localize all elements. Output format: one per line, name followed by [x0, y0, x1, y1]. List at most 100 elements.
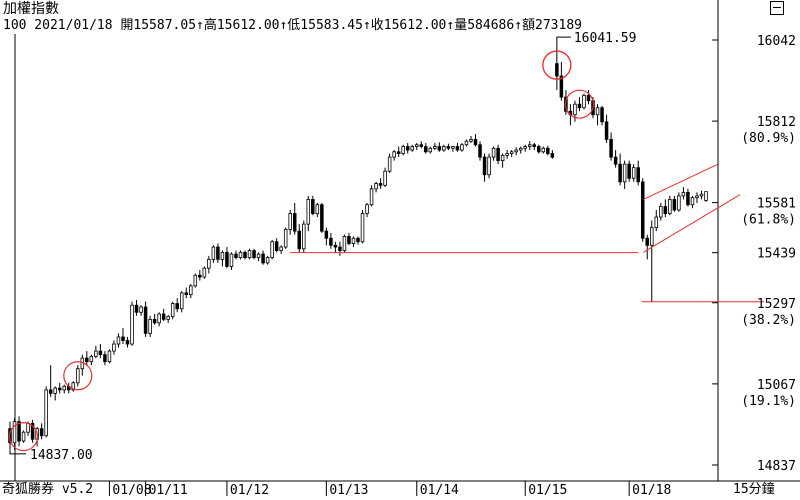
- candle: [378, 178, 383, 189]
- candle-body: [636, 167, 640, 183]
- info-segment-date: 2021/01/18: [26, 18, 113, 33]
- candle: [473, 134, 478, 147]
- candle-body: [532, 144, 537, 147]
- candle-body: [121, 336, 125, 341]
- candle-body: [650, 227, 654, 246]
- candle: [482, 153, 487, 182]
- candle-body: [125, 340, 130, 345]
- candle-body: [30, 422, 35, 440]
- candle: [523, 144, 527, 152]
- candle-body: [419, 144, 424, 147]
- candle-body: [523, 146, 527, 149]
- candle-body: [428, 147, 433, 153]
- candle: [451, 145, 455, 152]
- candle-body: [193, 274, 198, 287]
- y-tick-label: 14837: [757, 459, 796, 474]
- candle: [44, 386, 48, 438]
- candle: [365, 202, 369, 218]
- candle: [573, 100, 577, 122]
- candle-body: [347, 236, 351, 244]
- candle: [650, 220, 654, 302]
- x-tick-label: 01/08: [112, 483, 151, 498]
- candle-body: [369, 188, 374, 206]
- candle-body: [437, 146, 442, 151]
- window-minimize-icon[interactable]: [770, 1, 784, 15]
- y-axis: 1604215812(80.9%)15581(61.8%)1543915297(…: [712, 34, 796, 474]
- candle-body: [57, 387, 62, 391]
- candle-body: [383, 170, 387, 186]
- candle-body: [279, 246, 283, 251]
- candle: [320, 202, 324, 233]
- candle: [518, 146, 523, 154]
- candle: [211, 245, 216, 263]
- candle-body: [627, 163, 631, 179]
- candle: [699, 190, 704, 200]
- candle-body: [374, 183, 378, 190]
- candle: [446, 143, 451, 151]
- candle-body: [161, 313, 166, 320]
- candle: [134, 299, 139, 316]
- candle: [333, 241, 338, 253]
- candle-body: [189, 285, 193, 296]
- candle-body: [482, 156, 487, 176]
- candle: [193, 273, 198, 288]
- info-segment-open: 開15587.05: [112, 18, 197, 33]
- candle: [220, 250, 225, 267]
- candle: [442, 144, 446, 152]
- candle-body: [288, 213, 292, 230]
- candle: [311, 195, 315, 216]
- candle-body: [365, 204, 369, 214]
- candle-body: [333, 244, 338, 248]
- highlight-circle: [564, 89, 595, 119]
- candle-body: [148, 318, 152, 334]
- candle: [143, 301, 148, 337]
- candle: [668, 195, 672, 216]
- candle-body: [130, 304, 134, 345]
- candle-body: [387, 156, 392, 172]
- interval-label[interactable]: 15分鐘: [733, 482, 775, 497]
- candle-body: [550, 153, 555, 158]
- candle: [112, 340, 116, 355]
- candle-body: [582, 94, 586, 109]
- candle: [496, 144, 500, 165]
- app-name: 奇狐勝券 v5.2: [2, 482, 94, 497]
- candle-body: [71, 382, 76, 391]
- candle: [550, 150, 555, 159]
- candle: [324, 227, 329, 246]
- info-segment-amount: ↑額273189: [514, 18, 582, 33]
- candle: [631, 164, 636, 182]
- candle: [695, 192, 699, 203]
- candle-body: [496, 147, 500, 162]
- candle: [238, 250, 243, 260]
- candle: [428, 146, 433, 154]
- channel-upper-line: [643, 163, 719, 200]
- x-tick-label: 01/11: [149, 483, 188, 498]
- high-marker-line: [556, 36, 571, 41]
- candle: [243, 250, 247, 260]
- candle: [527, 141, 532, 151]
- candle-body: [44, 389, 48, 437]
- candle: [107, 349, 112, 364]
- x-tick-label: 01/14: [420, 483, 459, 498]
- candle-body: [107, 350, 112, 363]
- candle-body: [460, 144, 464, 151]
- candle: [71, 381, 76, 392]
- candle: [351, 236, 356, 248]
- candle: [306, 195, 311, 232]
- candle-body: [618, 163, 622, 183]
- y-tick-percent-label: (38.2%): [741, 313, 796, 328]
- candle: [622, 160, 627, 189]
- candle-body: [338, 246, 342, 251]
- candle: [39, 423, 44, 440]
- candle: [478, 141, 482, 161]
- x-tick-label: 01/18: [632, 483, 671, 498]
- candle-body: [62, 385, 66, 391]
- candle-body: [234, 253, 238, 259]
- candle-body: [396, 151, 401, 154]
- candle: [577, 97, 582, 112]
- candle-body: [455, 146, 460, 151]
- candle: [437, 142, 442, 152]
- candle-body: [704, 191, 708, 201]
- candle-body: [116, 336, 121, 345]
- candle-body: [26, 422, 30, 433]
